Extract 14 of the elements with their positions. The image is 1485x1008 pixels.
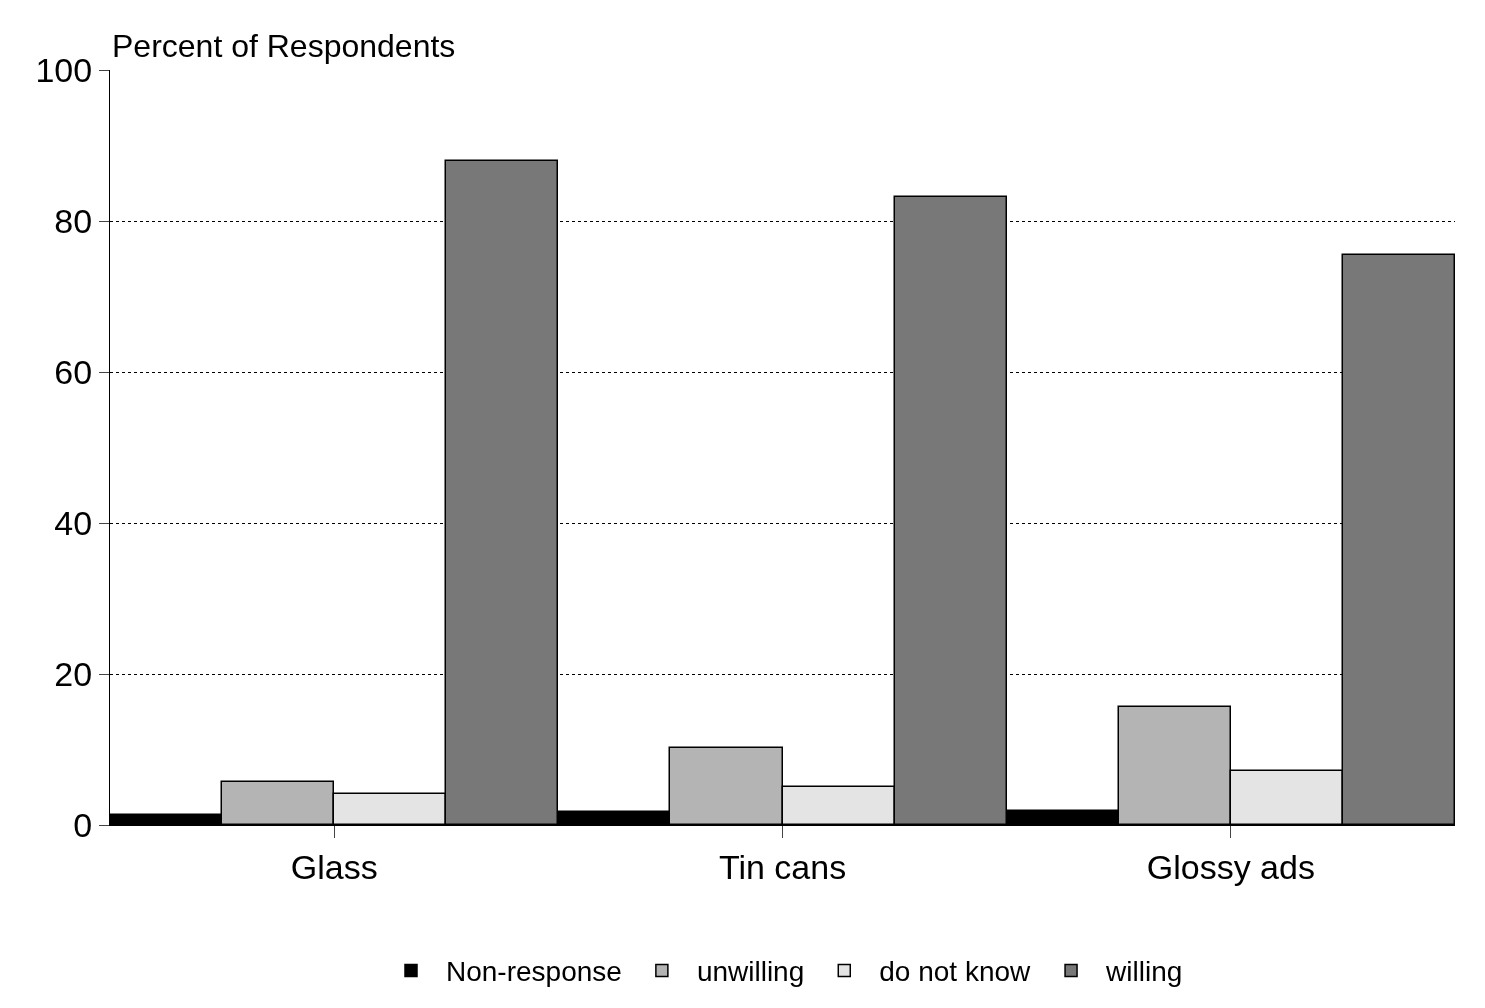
y-tick-label: 40 (54, 503, 93, 542)
legend-label: willing (1105, 956, 1183, 988)
y-tick-label: 0 (73, 805, 93, 844)
y-tick-label: 20 (54, 654, 93, 693)
y-axis-title: Percent of Respondents (112, 28, 456, 64)
y-tick-label: 60 (54, 352, 93, 391)
legend-label: unwilling (696, 956, 805, 988)
legend-label: do not know (879, 956, 1032, 988)
x-tick-label: Glossy ads (1146, 847, 1315, 886)
x-tick-label: Tin cans (718, 847, 847, 886)
y-tick-label: 100 (35, 50, 93, 89)
y-tick-label: 80 (54, 201, 93, 240)
legend-label: Non-response (446, 956, 622, 988)
x-tick-label: Glass (290, 847, 378, 886)
